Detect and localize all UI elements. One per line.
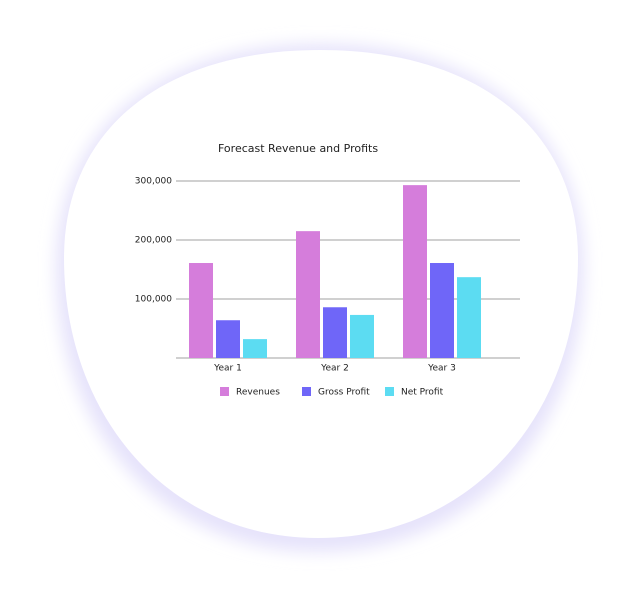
blob-card [64, 50, 578, 538]
x-tick-label: Year 1 [213, 364, 242, 374]
legend-label: Net Profit [401, 388, 444, 398]
bar [457, 277, 481, 358]
bar [216, 320, 240, 358]
bar [323, 307, 347, 358]
bar [296, 231, 320, 358]
y-tick-label: 100,000 [135, 295, 172, 305]
y-tick-label: 200,000 [135, 236, 172, 246]
legend-label: Revenues [236, 388, 280, 398]
legend-label: Gross Profit [318, 388, 370, 398]
legend-swatch [302, 387, 311, 396]
x-tick-label: Year 3 [427, 364, 456, 374]
x-tick-label: Year 2 [320, 364, 349, 374]
bar [243, 339, 267, 358]
y-tick-label: 300,000 [135, 177, 172, 187]
chart-title: Forecast Revenue and Profits [218, 142, 378, 155]
bar [403, 185, 427, 358]
bar [189, 263, 213, 358]
bar [430, 263, 454, 358]
bar [350, 314, 374, 358]
chart: Forecast Revenue and Profits 100,000 200,… [135, 142, 520, 398]
legend-swatch [385, 387, 394, 396]
legend-swatch [220, 387, 229, 396]
